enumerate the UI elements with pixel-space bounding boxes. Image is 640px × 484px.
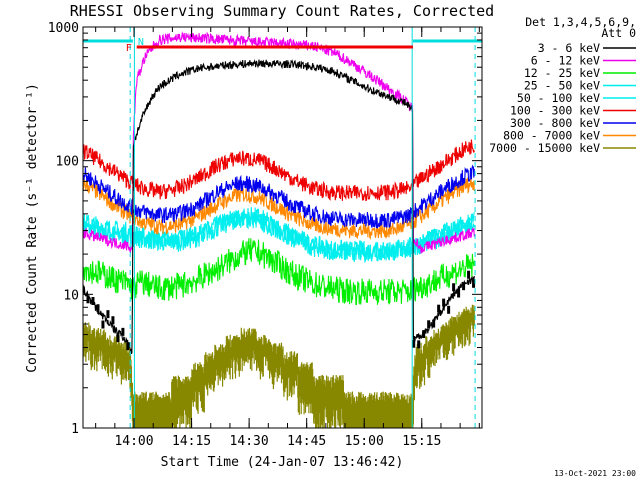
plot-area: NF 1 10 100 1000 14:00 14:15 14:30 14:45 15:00 15:… xyxy=(48,21,483,449)
series-line-8 xyxy=(83,304,475,428)
series-line-7 xyxy=(83,177,475,240)
chart-title: RHESSI Observing Summary Count Rates, Co… xyxy=(70,2,494,20)
series-block-1 xyxy=(462,282,466,291)
x-tick-label: 14:15 xyxy=(172,434,211,449)
x-tick-label: 15:00 xyxy=(345,434,384,449)
series-block-0 xyxy=(86,295,90,304)
series-block-1 xyxy=(457,289,461,298)
y-tick-label: 100 xyxy=(56,155,79,170)
y-axis-label: Corrected Count Rate (s⁻¹ detector⁻¹) xyxy=(25,83,40,373)
series-line-6 xyxy=(83,164,475,230)
series-block-1 xyxy=(442,298,446,307)
x-tick-label: 14:30 xyxy=(230,434,269,449)
flag-label-N: N xyxy=(138,37,144,48)
legend-entry-label: 800 - 7000 keV xyxy=(503,129,600,143)
series-block-1 xyxy=(472,279,476,288)
series-block-1 xyxy=(417,340,421,349)
series-block-1 xyxy=(427,320,431,329)
legend-entry-label: 300 - 800 keV xyxy=(510,116,600,130)
legend-entry-label: 7000 - 15000 keV xyxy=(489,141,600,155)
legend-title: Det 1,3,4,5,6,9, xyxy=(525,15,636,29)
legend-entry-label: 3 - 6 keV xyxy=(538,41,600,55)
series-block-1 xyxy=(447,305,451,314)
series-block-0 xyxy=(101,320,105,329)
x-tick-label: 14:00 xyxy=(114,434,153,449)
y-tick-label: 1000 xyxy=(48,21,79,36)
series-block-0 xyxy=(91,297,95,306)
series-block-0 xyxy=(96,304,100,313)
legend-title: Att 0 xyxy=(601,26,636,40)
series-block-0 xyxy=(126,342,130,351)
legend-entry-label: 25 - 50 keV xyxy=(524,79,600,93)
series-block-1 xyxy=(437,304,441,313)
y-tick-label: 10 xyxy=(63,288,79,303)
series-block-1 xyxy=(467,270,471,279)
flag-label-F: F xyxy=(126,43,132,54)
legend-entry-label: 50 - 100 keV xyxy=(517,91,600,105)
y-tick-label: 1 xyxy=(71,422,79,437)
series-block-1 xyxy=(452,283,456,292)
x-tick-label: 14:45 xyxy=(287,434,326,449)
series-block-0 xyxy=(106,310,110,319)
series-group xyxy=(83,31,476,428)
x-tick-label: 15:15 xyxy=(402,434,441,449)
legend-entry-label: 6 - 12 keV xyxy=(531,54,600,68)
series-block-0 xyxy=(111,316,115,325)
series-block-0 xyxy=(121,327,125,336)
series-block-1 xyxy=(412,339,416,348)
legend-entry-label: 12 - 25 keV xyxy=(524,66,600,80)
series-block-0 xyxy=(83,285,85,294)
series-line-3 xyxy=(83,207,475,264)
legend-entry-label: 100 - 300 keV xyxy=(510,104,600,118)
series-line-5 xyxy=(83,139,475,202)
series-block-0 xyxy=(116,334,120,343)
series-line-2 xyxy=(83,238,475,306)
series-line-0 xyxy=(83,58,475,355)
timestamp-label: 13-Oct-2021 23:00 xyxy=(554,469,636,478)
series-block-1 xyxy=(422,330,426,339)
axis-frame xyxy=(82,26,483,429)
series-block-1 xyxy=(432,319,436,328)
x-axis-label: Start Time (24-Jan-07 13:46:42) xyxy=(161,455,404,470)
